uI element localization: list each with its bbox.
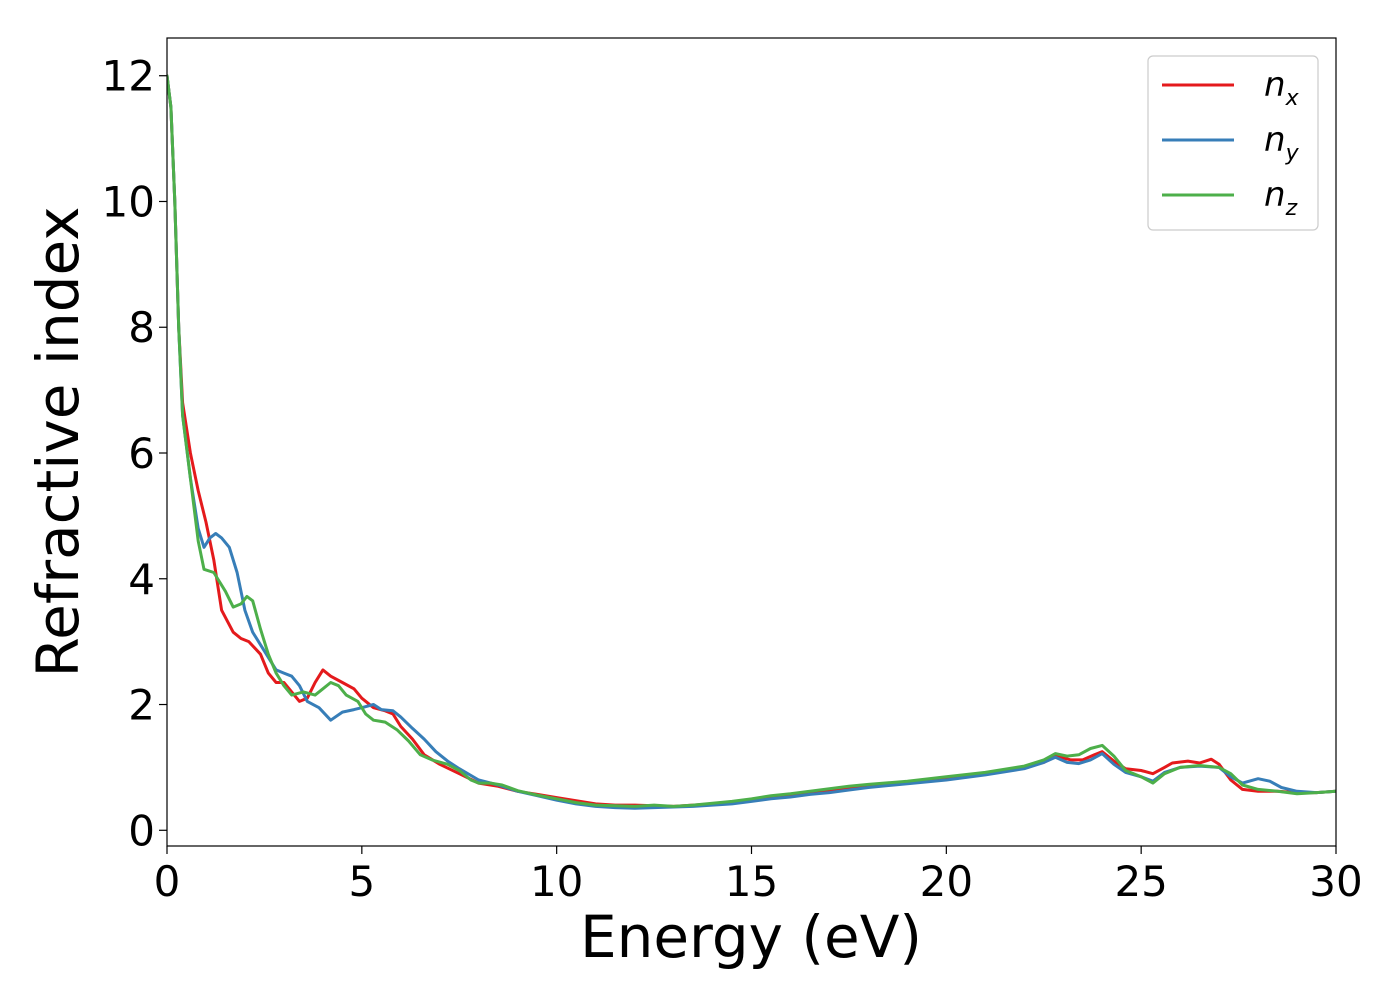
legend-box [1147,55,1319,231]
y-tick-label: 10 [102,177,155,226]
x-tick-label: 15 [725,857,778,906]
x-tick-label: 10 [530,857,583,906]
series-layer [167,74,1336,810]
y-tick-label: 12 [102,52,155,101]
x-axis-ticks: 0 5 10 15 20 25 30 [154,846,1363,906]
y-tick-label: 2 [128,681,155,730]
legend-label-ny: ny [1264,120,1300,166]
y-tick-label: 6 [128,429,155,478]
legend-label-nx: nx [1264,65,1300,111]
y-tick-label: 8 [128,303,155,352]
y-tick-label: 4 [128,555,155,604]
x-tick-label: 20 [920,857,973,906]
y-tick-label: 0 [128,806,155,855]
x-axis-label: Energy (eV) [580,903,922,971]
y-axis-ticks: 0 2 4 6 8 10 12 [102,52,167,855]
legend-label-nz: nz [1264,175,1298,221]
x-tick-label: 5 [348,857,375,906]
x-tick-label: 25 [1114,857,1167,906]
series-line-nz [167,74,1336,808]
y-axis-label: Refractive index [24,206,92,677]
x-tick-label: 0 [154,857,181,906]
x-tick-label: 30 [1309,857,1362,906]
legend: nx ny nz [1147,55,1319,231]
